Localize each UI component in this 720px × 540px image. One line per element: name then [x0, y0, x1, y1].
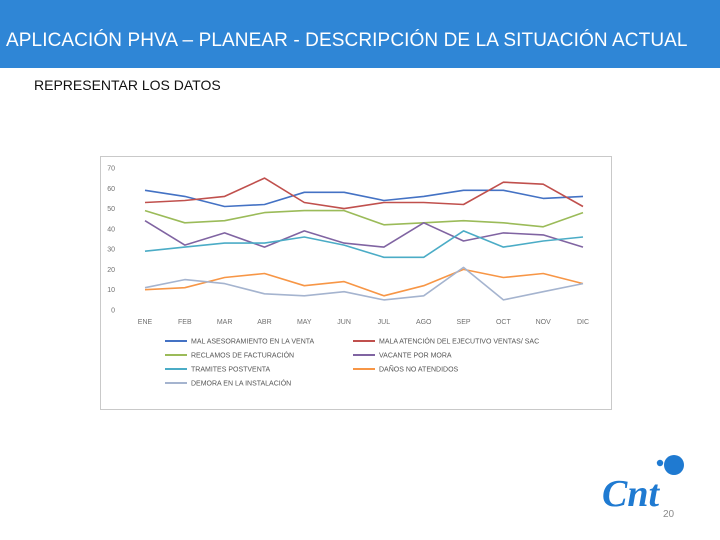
- x-tick-label: SEP: [457, 319, 471, 326]
- chart-canvas: 0 10 20 30 40 50 60 70 ENE FEB MAR ABR MAY JUN JUL AGO S…: [107, 166, 589, 388]
- x-tick-label: FEB: [178, 319, 192, 326]
- y-tick-label: 50: [107, 206, 115, 213]
- y-tick-label: 70: [107, 166, 115, 173]
- legend-label: MALA ATENCIÓN DEL EJECUTIVO VENTAS/ SAC: [379, 337, 539, 346]
- y-tick-label: 0: [111, 308, 115, 315]
- y-tick-label: 20: [107, 267, 115, 274]
- x-tick-label: NOV: [536, 319, 552, 326]
- x-tick-label: JUN: [337, 319, 351, 326]
- x-tick-label: MAY: [297, 319, 312, 326]
- legend-label: TRAMITES POSTVENTA: [191, 367, 271, 374]
- series-line: [144, 209, 584, 228]
- series-line: [144, 230, 584, 259]
- logo-text: Cnt: [602, 473, 660, 515]
- series-line: [144, 177, 584, 210]
- y-tick-label: 30: [107, 247, 115, 254]
- x-tick-label: OCT: [496, 319, 512, 326]
- series-line: [144, 220, 584, 248]
- slide-header: APLICACIÓN PHVA – PLANEAR - DESCRIPCIÓN …: [0, 0, 720, 68]
- page-number: 20: [663, 509, 675, 520]
- legend-label: RECLAMOS DE FACTURACIÓN: [191, 351, 294, 360]
- series-line: [144, 189, 584, 208]
- x-tick-label: DIC: [577, 319, 589, 326]
- x-tick-label: AGO: [416, 319, 432, 326]
- y-tick-label: 40: [107, 226, 115, 233]
- series-line: [144, 266, 584, 301]
- logo-dot-small: [656, 459, 664, 467]
- x-tick-label: ENE: [138, 319, 153, 326]
- legend-label: DAÑOS NO ATENDIDOS: [379, 365, 459, 374]
- slide-title: APLICACIÓN PHVA – PLANEAR - DESCRIPCIÓN …: [6, 30, 688, 51]
- x-tick-label: JUL: [378, 319, 391, 326]
- line-chart: 0 10 20 30 40 50 60 70 ENE FEB MAR ABR MAY JUN JUL AGO S…: [100, 156, 612, 410]
- logo-dot-large: [664, 455, 684, 475]
- legend-label: VACANTE POR MORA: [379, 353, 452, 360]
- cnt-logo: Cnt: [602, 455, 684, 515]
- x-tick-label: ABR: [257, 319, 271, 326]
- legend-label: MAL ASESORAMIENTO EN LA VENTA: [191, 339, 315, 346]
- y-tick-label: 10: [107, 287, 115, 294]
- series-line: [144, 268, 584, 297]
- legend-label: DEMORA EN LA INSTALACIÓN: [191, 379, 291, 388]
- x-tick-label: MAR: [217, 319, 233, 326]
- y-tick-label: 60: [107, 186, 115, 193]
- slide-subtitle: REPRESENTAR LOS DATOS: [34, 77, 221, 93]
